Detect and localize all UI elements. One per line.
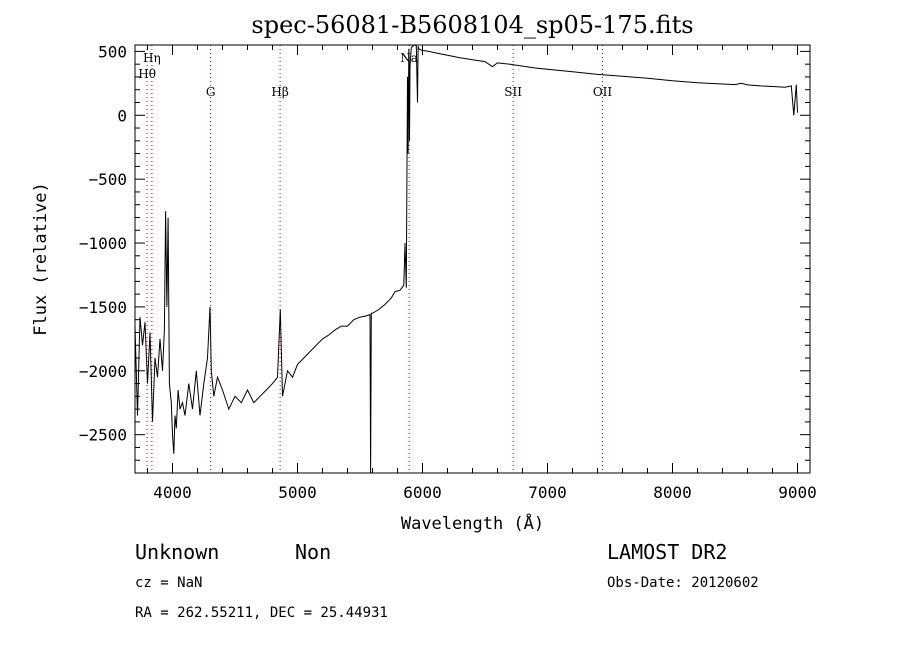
y-tick-label: −1500 [79,298,127,317]
x-tick-label: 4000 [153,483,192,502]
reference-line-label: Hβ [271,85,288,99]
plot-frame [134,44,811,474]
y-tick-label: −2000 [79,362,127,381]
survey-label: LAMOST DR2 [607,540,728,564]
x-tick-label: 7000 [528,483,567,502]
x-tick-label: 9000 [778,483,817,502]
x-tick-label: 6000 [403,483,442,502]
y-tick-label: 0 [117,106,127,125]
spectrum-line [134,44,798,474]
y-tick-label: −1000 [79,234,127,253]
y-tick-label: −2500 [79,426,127,445]
reference-line-label: OII [593,85,613,99]
y-tick-label: −500 [88,170,127,189]
y-axis-label: Flux (relative) [31,182,51,336]
obs-date-label: Obs-Date: 20120602 [607,575,759,591]
x-axis-label: Wavelength (Å) [401,512,544,534]
object-class-label: Unknown [135,540,220,564]
subclass-label: Non [295,540,332,564]
reference-line-label: Hθ [138,67,156,81]
coordinates-label: RA = 262.55211, DEC = 25.44931 [135,605,388,621]
reference-line-label: SII [504,85,522,99]
x-tick-label: 8000 [653,483,692,502]
y-tick-label: 500 [98,42,127,61]
x-tick-label: 5000 [278,483,317,502]
redshift-label: cz = NaN [135,575,203,591]
chart-title: spec-56081-B5608104_sp05-175.fits [251,11,693,39]
reference-line-label: Hη [143,51,161,65]
reference-line-label: G [206,85,216,99]
reference-line-label: Na [400,51,418,65]
